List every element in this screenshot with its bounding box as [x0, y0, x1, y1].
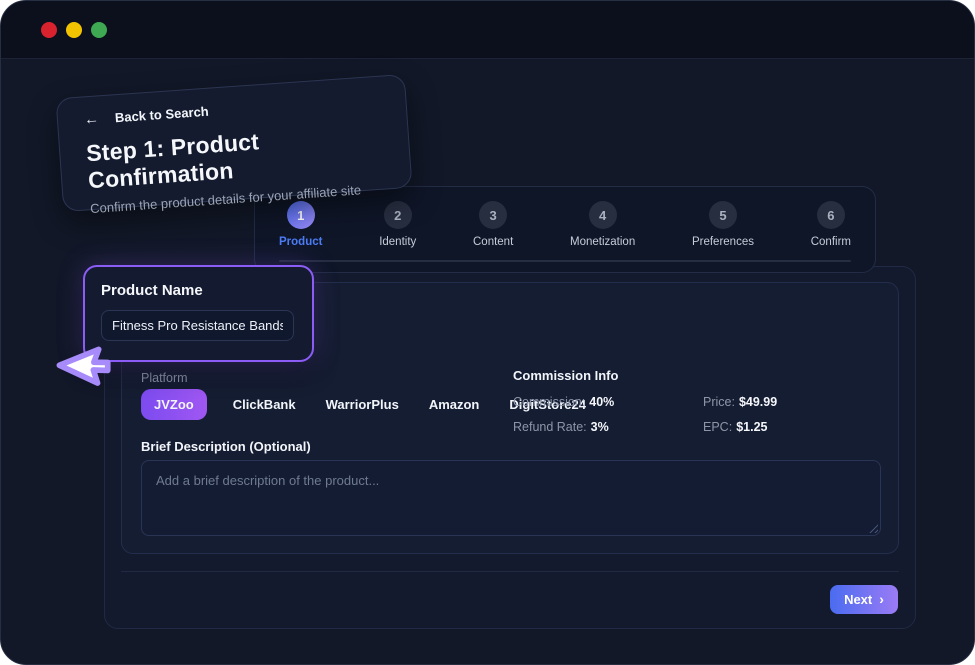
product-name-label: Product Name: [101, 282, 203, 299]
step-label: Content: [473, 236, 514, 248]
step-monetization[interactable]: 4 Monetization: [570, 201, 635, 248]
price: Price: $49.99: [703, 395, 778, 409]
step-number: 3: [479, 201, 508, 229]
platform-label: Platform: [141, 371, 188, 385]
chevron-right-icon: ›: [879, 591, 884, 607]
product-name-popup: Product Name: [83, 265, 314, 362]
step-number: 1: [286, 201, 315, 229]
step-label: Identity: [379, 236, 417, 248]
footer-divider: [121, 571, 899, 572]
step-header-card: ← Back to Search Step 1: Product Confirm…: [55, 73, 413, 216]
titlebar: [1, 1, 974, 59]
step-number: 6: [816, 201, 845, 229]
platform-option-digitstore24[interactable]: DigitStore24: [505, 389, 590, 420]
step-content[interactable]: 3 Content: [473, 201, 513, 248]
commission-rate: Commission: 40%: [513, 395, 615, 409]
next-button[interactable]: Next ›: [830, 585, 898, 614]
platform-option-jvzoo[interactable]: JVZoo: [141, 389, 207, 420]
back-arrow-icon: ←: [83, 110, 100, 129]
step-number: 4: [588, 201, 617, 229]
platform-option-clickbank[interactable]: ClickBank: [229, 389, 300, 420]
commission-info-block: Commission Info Commission: 40% Price: $49…: [513, 368, 883, 434]
step-confirm[interactable]: 6 Confirm: [811, 201, 851, 248]
minimize-window-icon[interactable]: [66, 21, 82, 38]
next-button-label: Next: [844, 592, 873, 607]
step-identity[interactable]: 2 Identity: [379, 201, 416, 248]
step-label: Monetization: [570, 236, 636, 248]
close-window-icon[interactable]: [41, 21, 57, 38]
step-number: 5: [708, 201, 737, 229]
product-name-input[interactable]: [101, 310, 294, 341]
step-label: Product: [279, 236, 323, 248]
platform-option-warriorplus[interactable]: WarriorPlus: [322, 389, 403, 420]
step-product[interactable]: 1 Product: [279, 201, 322, 248]
refund-rate: Refund Rate: 3%: [513, 420, 609, 434]
wizard-stepper: 1 Product 2 Identity 3 Content 4 Monetiz…: [254, 186, 876, 273]
maximize-window-icon[interactable]: [91, 21, 107, 38]
description-textarea[interactable]: [141, 460, 881, 536]
step-label: Confirm: [810, 236, 851, 248]
commission-info-title: Commission Info: [513, 368, 619, 383]
description-label: Brief Description (Optional): [141, 439, 311, 454]
epc: EPC: $1.25: [703, 420, 768, 434]
step-label: Preferences: [691, 236, 754, 248]
platform-selector: JVZoo ClickBank WarriorPlus Amazon Digit…: [141, 389, 590, 420]
step-preferences[interactable]: 5 Preferences: [692, 201, 754, 248]
back-to-search-label: Back to Search: [114, 103, 210, 126]
platform-option-amazon[interactable]: Amazon: [425, 389, 484, 420]
stepper-progress-track: [279, 260, 851, 262]
step-number: 2: [383, 201, 412, 229]
